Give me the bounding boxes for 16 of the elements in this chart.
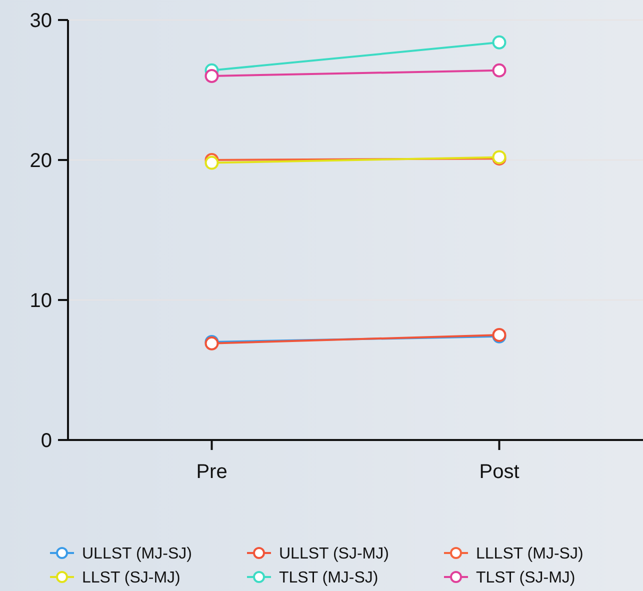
- x-tick-label: Pre: [196, 461, 228, 483]
- legend-label: LLST (SJ-MJ): [82, 570, 180, 587]
- point: [204, 69, 219, 83]
- legend-label: TLST (MJ-SJ): [279, 570, 378, 587]
- y-tick-label: 0: [40, 430, 52, 452]
- point: [492, 35, 506, 50]
- point: [204, 156, 219, 170]
- y-tick-label: 10: [30, 290, 52, 312]
- legend-label: ULLST (MJ-SJ): [82, 546, 192, 563]
- y-tick-label: 20: [30, 150, 52, 172]
- legend-label: ULLST (SJ-MJ): [279, 546, 389, 563]
- legend-label: LLLST (MJ-SJ): [476, 546, 584, 563]
- legend-label: TLST (SJ-MJ): [476, 570, 576, 587]
- y-tick-label: 30: [30, 10, 52, 32]
- x-tick-label: Post: [479, 461, 520, 483]
- point: [492, 63, 506, 78]
